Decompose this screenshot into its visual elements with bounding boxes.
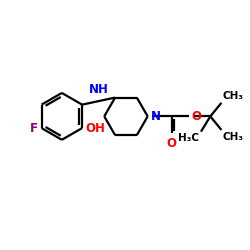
Text: O: O bbox=[167, 137, 177, 150]
Text: CH₃: CH₃ bbox=[223, 91, 244, 101]
Text: OH: OH bbox=[86, 122, 106, 134]
Text: O: O bbox=[191, 110, 201, 123]
Text: NH: NH bbox=[89, 83, 108, 96]
Text: F: F bbox=[30, 122, 38, 134]
Text: H₃C: H₃C bbox=[178, 133, 199, 143]
Text: CH₃: CH₃ bbox=[223, 132, 244, 142]
Text: N: N bbox=[151, 110, 161, 123]
